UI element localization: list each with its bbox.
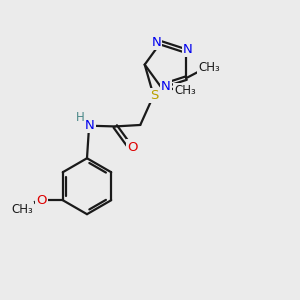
Text: O: O <box>127 141 137 154</box>
Text: CH₃: CH₃ <box>198 61 220 74</box>
Text: N: N <box>183 43 193 56</box>
Text: H: H <box>76 111 84 124</box>
Text: O: O <box>36 194 47 207</box>
Text: CH₃: CH₃ <box>11 202 33 215</box>
Text: N: N <box>161 80 171 93</box>
Text: N: N <box>85 119 95 132</box>
Text: S: S <box>150 89 158 102</box>
Text: N: N <box>151 36 161 49</box>
Text: CH₃: CH₃ <box>174 84 196 98</box>
